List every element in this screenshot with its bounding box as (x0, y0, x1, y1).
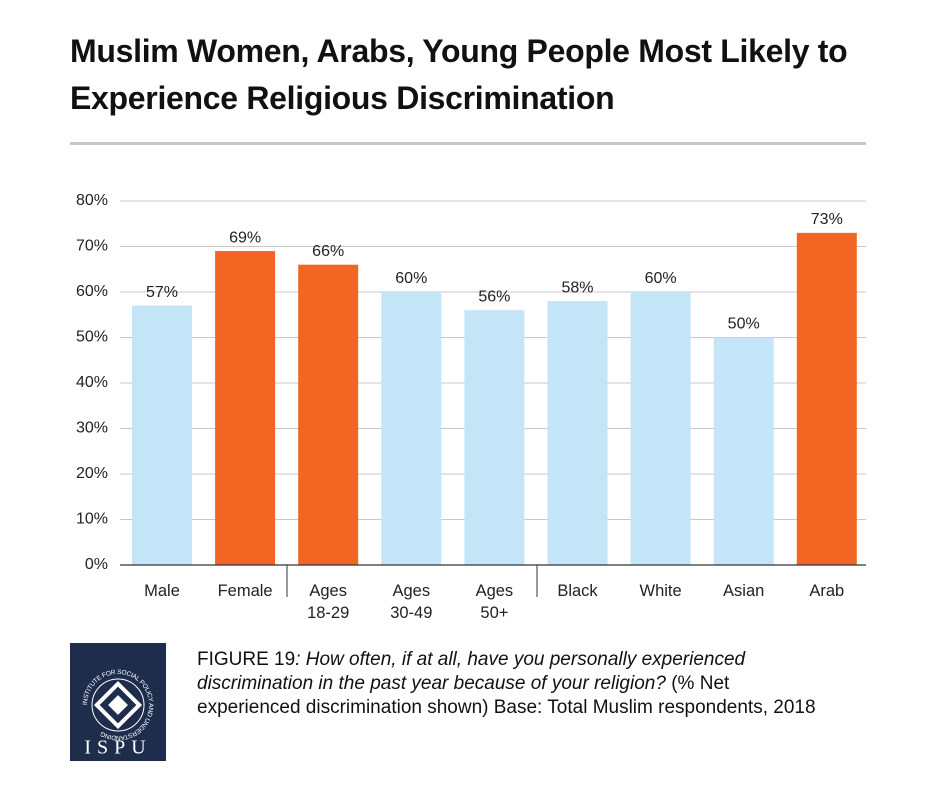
y-tick-label: 50% (76, 329, 108, 346)
value-label: 69% (229, 229, 261, 246)
title-rule (70, 142, 866, 145)
value-label: 50% (728, 316, 760, 333)
x-tick-label: Male (144, 582, 180, 600)
bar (381, 292, 442, 565)
y-tick-label: 80% (76, 192, 108, 209)
bar (547, 301, 608, 565)
bar (796, 232, 857, 565)
y-tick-label: 70% (76, 238, 108, 255)
x-tick-label: Ages 18-29 (307, 582, 350, 622)
y-tick-label: 40% (76, 374, 108, 391)
y-tick-label: 60% (76, 283, 108, 300)
y-tick-label: 10% (76, 511, 108, 528)
figure-label: FIGURE 19 (197, 649, 296, 670)
bar (298, 264, 359, 565)
note: (% Net experienced discrimination shown)… (197, 673, 816, 718)
bar (630, 292, 691, 565)
caption: FIGURE 19: How often, if at all, have yo… (197, 648, 837, 720)
x-tick-label: Ages 30-49 (390, 582, 433, 622)
x-tick-label: Asian (723, 582, 765, 600)
logo: INSTITUTE FOR SOCIAL POLICY AND UNDERSTA… (70, 643, 166, 761)
x-tick-label: Black (557, 582, 598, 600)
value-label: 58% (561, 279, 593, 296)
value-label: 56% (478, 288, 510, 305)
logo-diamond (93, 680, 143, 730)
y-tick-label: 30% (76, 420, 108, 437)
bar (464, 310, 525, 565)
y-tick-label: 0% (85, 556, 108, 573)
value-label: 60% (395, 270, 427, 287)
x-tick-label: Arab (809, 582, 845, 600)
bar (215, 251, 276, 566)
bar (713, 337, 774, 565)
x-tick-label: White (639, 582, 682, 600)
x-tick-label: Ages 50+ (475, 582, 514, 622)
chart-title: Muslim Women, Arabs, Young People Most L… (70, 33, 848, 116)
question: : How often, if at all, have you persona… (197, 649, 746, 694)
chart: 0% 10% 20% 30% 40% 50% 60% 70% 80% 57% 69% 66% 60% 56… (76, 192, 866, 597)
logo-circle (91, 678, 145, 732)
value-label: 60% (645, 270, 677, 287)
logo-diamond-inner (108, 695, 128, 715)
x-tick-label: Female (217, 582, 273, 600)
y-tick-label: 20% (76, 465, 108, 482)
logo-name: ISPU (84, 737, 151, 759)
bar (132, 305, 192, 565)
value-label: 73% (811, 211, 843, 228)
value-label: 66% (312, 243, 344, 260)
value-label: 57% (146, 284, 178, 301)
logo-graphic: INSTITUTE FOR SOCIAL POLICY AND UNDERSTA… (82, 669, 155, 759)
